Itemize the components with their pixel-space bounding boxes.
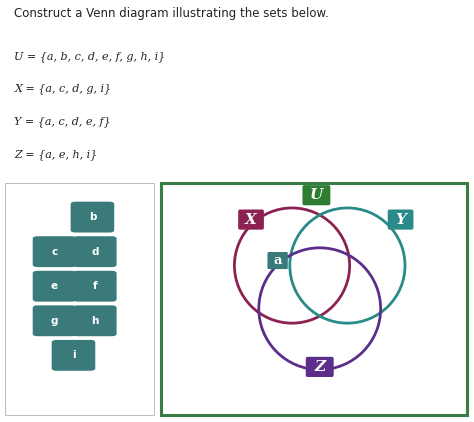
Text: U = {a, b, c, d, e, f, g, h, i}: U = {a, b, c, d, e, f, g, h, i} (14, 51, 165, 62)
FancyBboxPatch shape (302, 185, 330, 205)
Text: e: e (51, 281, 58, 291)
Text: X = {a, c, d, g, i}: X = {a, c, d, g, i} (14, 84, 111, 94)
FancyBboxPatch shape (306, 357, 334, 377)
FancyBboxPatch shape (5, 183, 154, 414)
Text: Z: Z (314, 360, 325, 374)
FancyBboxPatch shape (73, 306, 117, 336)
Text: U: U (310, 188, 323, 202)
Text: d: d (91, 247, 99, 257)
Text: g: g (51, 316, 58, 326)
FancyBboxPatch shape (52, 340, 95, 371)
Text: a: a (273, 254, 282, 267)
Text: c: c (51, 247, 58, 257)
Text: X: X (245, 213, 257, 227)
Text: b: b (89, 212, 96, 222)
Text: Y = {a, c, d, e, f}: Y = {a, c, d, e, f} (14, 116, 111, 127)
FancyBboxPatch shape (73, 236, 117, 267)
FancyBboxPatch shape (267, 252, 288, 269)
FancyBboxPatch shape (33, 271, 76, 302)
Text: i: i (72, 350, 75, 360)
Text: Z = {a, e, h, i}: Z = {a, e, h, i} (14, 149, 98, 160)
FancyBboxPatch shape (388, 209, 413, 230)
FancyBboxPatch shape (33, 236, 76, 267)
FancyBboxPatch shape (33, 306, 76, 336)
Text: Construct a Venn diagram illustrating the sets below.: Construct a Venn diagram illustrating th… (14, 7, 329, 20)
Text: h: h (91, 316, 99, 326)
FancyBboxPatch shape (71, 202, 114, 233)
FancyBboxPatch shape (238, 209, 264, 230)
Text: Y: Y (395, 213, 406, 227)
FancyBboxPatch shape (161, 183, 467, 414)
Text: f: f (92, 281, 97, 291)
FancyBboxPatch shape (73, 271, 117, 302)
